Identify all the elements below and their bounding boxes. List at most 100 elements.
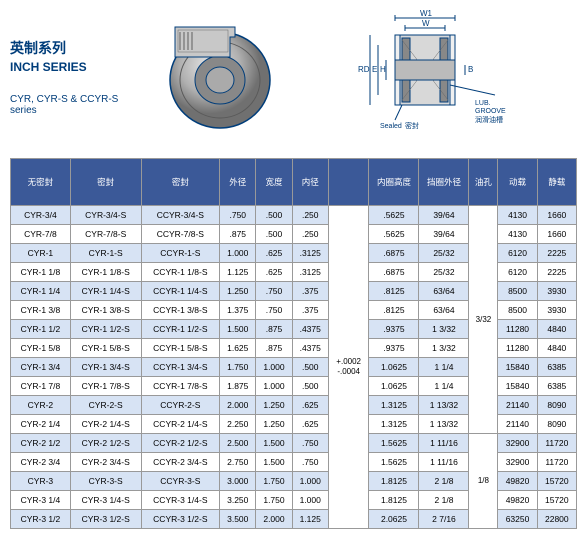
svg-text:RD: RD	[358, 65, 370, 74]
table-cell: 15720	[537, 491, 576, 510]
table-cell: 63/64	[419, 301, 469, 320]
table-cell: 6385	[537, 377, 576, 396]
table-cell: 2 1/8	[419, 472, 469, 491]
table-cell: .6875	[369, 263, 419, 282]
table-cell: 11280	[498, 339, 537, 358]
col-ring-od: 挡圈外径	[419, 159, 469, 206]
table-cell: 49820	[498, 491, 537, 510]
table-cell: 1.000	[256, 377, 292, 396]
svg-text:W: W	[422, 19, 430, 28]
table-cell: 4840	[537, 339, 576, 358]
table-cell: .8125	[369, 282, 419, 301]
table-cell: 1 1/4	[419, 377, 469, 396]
table-cell: CYR-1-S	[70, 244, 141, 263]
table-cell: 8090	[537, 415, 576, 434]
table-cell: CYR-1 1/8	[11, 263, 71, 282]
svg-text:LUB.: LUB.	[475, 100, 491, 107]
svg-text:GROOVE: GROOVE	[475, 108, 506, 115]
table-cell: 1.125	[292, 510, 328, 529]
series-label: CYR, CYR-S & CCYR-S series	[10, 94, 130, 116]
table-cell: 1.000	[292, 472, 328, 491]
table-row: CYR-2 1/2CYR-2 1/2-SCCYR-2 1/2-S2.5001.5…	[11, 434, 577, 453]
table-cell: .9375	[369, 320, 419, 339]
table-cell: 3.000	[220, 472, 256, 491]
table-cell: 2225	[537, 263, 576, 282]
table-cell: CYR-7/8	[11, 225, 71, 244]
oilhole-cell: 1/8	[469, 434, 498, 529]
svg-text:E: E	[372, 65, 377, 74]
table-cell: CYR-3-S	[70, 472, 141, 491]
table-cell: .375	[292, 282, 328, 301]
table-cell: 63250	[498, 510, 537, 529]
table-cell: CYR-1 3/4-S	[70, 358, 141, 377]
table-cell: CYR-2-S	[70, 396, 141, 415]
table-cell: 1.125	[220, 263, 256, 282]
table-cell: CYR-3	[11, 472, 71, 491]
table-cell: CCYR-7/8-S	[141, 225, 220, 244]
table-cell: 1.3125	[369, 396, 419, 415]
table-cell: .375	[292, 301, 328, 320]
table-cell: 4130	[498, 225, 537, 244]
table-cell: .3125	[292, 263, 328, 282]
table-cell: .5625	[369, 225, 419, 244]
table-cell: 1.000	[220, 244, 256, 263]
table-cell: CYR-2	[11, 396, 71, 415]
col-seal1: 密封	[70, 159, 141, 206]
table-cell: 25/32	[419, 263, 469, 282]
table-cell: 2.750	[220, 453, 256, 472]
table-cell: 1 3/32	[419, 339, 469, 358]
table-cell: .500	[292, 377, 328, 396]
table-cell: 32900	[498, 453, 537, 472]
table-cell: 1.8125	[369, 472, 419, 491]
table-cell: CYR-1 5/8-S	[70, 339, 141, 358]
svg-text:密封: 密封	[405, 121, 419, 130]
oilhole-cell: 3/32	[469, 206, 498, 434]
table-cell: 6120	[498, 244, 537, 263]
svg-text:B: B	[468, 65, 473, 74]
col-oilhole: 油孔	[469, 159, 498, 206]
table-cell: 1.5625	[369, 434, 419, 453]
table-cell: 3930	[537, 282, 576, 301]
table-cell: .750	[292, 453, 328, 472]
table-cell: 1.250	[220, 282, 256, 301]
table-cell: 2.250	[220, 415, 256, 434]
table-cell: CCYR-3 1/4-S	[141, 491, 220, 510]
col-od: 外径	[220, 159, 256, 206]
table-cell: 1660	[537, 225, 576, 244]
table-cell: 1.0625	[369, 377, 419, 396]
table-cell: 11720	[537, 453, 576, 472]
table-cell: 21140	[498, 396, 537, 415]
table-cell: .250	[292, 225, 328, 244]
specifications-table: 无密封 密封 密封 外径 宽度 内径 内圈高度 挡圈外径 油孔 动载 静载 CY…	[10, 158, 577, 529]
table-cell: CYR-1 1/2-S	[70, 320, 141, 339]
table-cell: 11720	[537, 434, 576, 453]
table-cell: CYR-3 1/4	[11, 491, 71, 510]
table-cell: CYR-7/8-S	[70, 225, 141, 244]
technical-diagram: W1 W RD E H B	[310, 10, 577, 143]
table-cell: .750	[292, 434, 328, 453]
table-cell: CCYR-1 1/2-S	[141, 320, 220, 339]
col-id: 内径	[292, 159, 328, 206]
table-cell: CYR-2 1/2-S	[70, 434, 141, 453]
table-cell: 1.0625	[369, 358, 419, 377]
table-cell: CYR-1 3/4	[11, 358, 71, 377]
svg-text:W1: W1	[420, 10, 433, 18]
table-cell: 1.000	[256, 358, 292, 377]
table-cell: .9375	[369, 339, 419, 358]
inch-series-title: INCH SERIES	[10, 60, 130, 74]
table-cell: .4375	[292, 339, 328, 358]
table-cell: CYR-2 3/4-S	[70, 453, 141, 472]
table-cell: 1 11/16	[419, 453, 469, 472]
table-cell: 3930	[537, 301, 576, 320]
table-cell: 1 3/32	[419, 320, 469, 339]
table-cell: 1.500	[256, 453, 292, 472]
table-cell: 1.750	[220, 358, 256, 377]
col-width: 宽度	[256, 159, 292, 206]
table-cell: 49820	[498, 472, 537, 491]
table-cell: CYR-2 3/4	[11, 453, 71, 472]
table-cell: CYR-2 1/4-S	[70, 415, 141, 434]
table-cell: 2.500	[220, 434, 256, 453]
table-cell: .8125	[369, 301, 419, 320]
table-cell: CCYR-3 1/2-S	[141, 510, 220, 529]
table-cell: 1.000	[292, 491, 328, 510]
